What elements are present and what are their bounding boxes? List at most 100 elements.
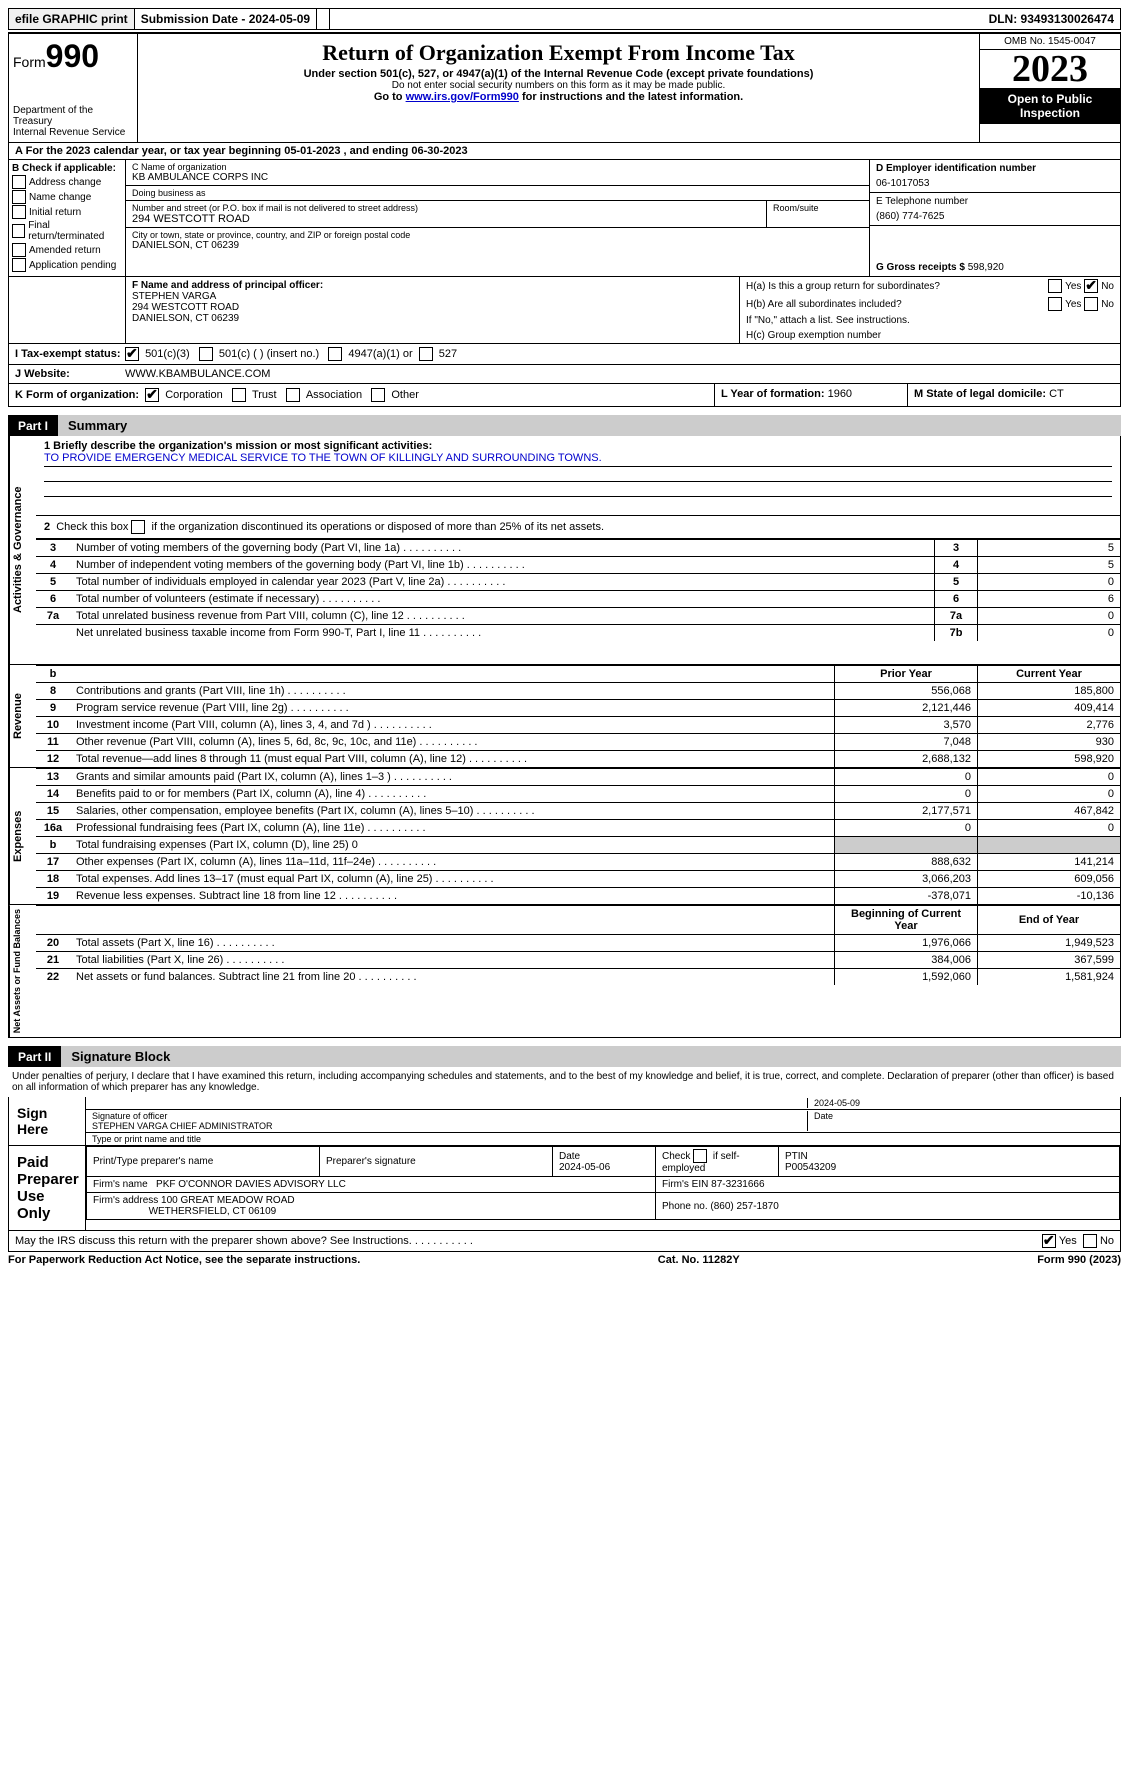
final-return-checkbox[interactable] xyxy=(12,224,25,238)
website-label: J Website: xyxy=(15,368,125,380)
netassets-section: Net Assets or Fund Balances Beginning of… xyxy=(8,905,1121,1038)
501c3-checkbox[interactable] xyxy=(125,347,139,361)
ein-value: 06-1017053 xyxy=(876,178,1114,189)
gross-label: G Gross receipts $ xyxy=(876,262,965,273)
initial-return-checkbox[interactable] xyxy=(12,205,26,219)
form-title: Return of Organization Exempt From Incom… xyxy=(142,40,975,66)
corp-checkbox[interactable] xyxy=(145,388,159,402)
netassets-sidebar: Net Assets or Fund Balances xyxy=(9,905,36,1037)
4947-checkbox[interactable] xyxy=(328,347,342,361)
application-pending-label: Application pending xyxy=(29,260,116,271)
hb-note: If "No," attach a list. See instructions… xyxy=(740,313,1120,328)
501c3-label: 501(c)(3) xyxy=(145,348,190,360)
footer-form-num: 990 xyxy=(1068,1254,1086,1266)
firm-name: PKF O'CONNOR DAVIES ADVISORY LLC xyxy=(156,1179,346,1190)
officer-group-block: F Name and address of principal officer:… xyxy=(8,277,1121,344)
inspection-label: Open to Public Inspection xyxy=(980,88,1120,124)
yes-label: Yes xyxy=(1065,281,1081,292)
self-employed-label: Check if self-employed xyxy=(662,1151,740,1174)
discuss-no-checkbox[interactable] xyxy=(1083,1234,1097,1248)
firm-phone: (860) 257-1870 xyxy=(710,1201,778,1212)
amended-return-checkbox[interactable] xyxy=(12,243,26,257)
entity-block: B Check if applicable: Address change Na… xyxy=(8,160,1121,277)
trust-label: Trust xyxy=(252,389,277,401)
expenses-sidebar: Expenses xyxy=(9,768,36,904)
governance-section: Activities & Governance 1 Briefly descri… xyxy=(8,436,1121,665)
hb-no-checkbox[interactable] xyxy=(1084,297,1098,311)
footer-form-suffix: (2023) xyxy=(1086,1254,1121,1266)
expenses-table: 13Grants and similar amounts paid (Part … xyxy=(36,768,1120,904)
discuss-text: May the IRS discuss this return with the… xyxy=(15,1235,1042,1247)
line-2: 2 Check this box if the organization dis… xyxy=(36,516,1120,539)
hb-label: H(b) Are all subordinates included? xyxy=(746,299,1048,310)
corp-label: Corporation xyxy=(165,389,222,401)
527-label: 527 xyxy=(439,348,457,360)
cat-no: Cat. No. 11282Y xyxy=(658,1254,740,1266)
tax-exempt-label: I Tax-exempt status: xyxy=(15,348,125,360)
assoc-label: Association xyxy=(306,389,362,401)
top-bar: efile GRAPHIC print Submission Date - 20… xyxy=(8,8,1121,30)
501c-label: 501(c) ( ) (insert no.) xyxy=(219,348,319,360)
firm-addr-label: Firm's address xyxy=(93,1195,158,1206)
assoc-checkbox[interactable] xyxy=(286,388,300,402)
self-employed-checkbox[interactable] xyxy=(693,1149,707,1163)
hb-yes-checkbox[interactable] xyxy=(1048,297,1062,311)
application-pending-checkbox[interactable] xyxy=(12,258,26,272)
date-label: Date xyxy=(807,1111,1114,1131)
officer-city: DANIELSON, CT 06239 xyxy=(132,313,733,324)
hc-label: H(c) Group exemption number xyxy=(740,328,1120,343)
4947-label: 4947(a)(1) or xyxy=(348,348,412,360)
firm-addr2: WETHERSFIELD, CT 06109 xyxy=(149,1206,277,1217)
mission-label: 1 Briefly describe the organization's mi… xyxy=(44,440,1112,452)
address-change-label: Address change xyxy=(29,177,101,188)
street-label: Number and street (or P.O. box if mail i… xyxy=(132,203,760,213)
website-row: J Website: WWW.KBAMBULANCE.COM xyxy=(8,365,1121,384)
other-checkbox[interactable] xyxy=(371,388,385,402)
officer-name: STEPHEN VARGA xyxy=(132,291,733,302)
firm-phone-label: Phone no. xyxy=(662,1201,708,1212)
org-name: KB AMBULANCE CORPS INC xyxy=(132,172,863,183)
tax-year-range: For the 2023 calendar year, or tax year … xyxy=(26,145,468,157)
form-header: Form990 Department of the Treasury Inter… xyxy=(8,32,1121,143)
block-h: H(a) Is this a group return for subordin… xyxy=(740,277,1120,343)
submission-date: Submission Date - 2024-05-09 xyxy=(135,9,317,29)
trust-checkbox[interactable] xyxy=(232,388,246,402)
prep-date: 2024-05-06 xyxy=(559,1162,610,1173)
firm-name-label: Firm's name xyxy=(93,1179,148,1190)
officer-street: 294 WESTCOTT ROAD xyxy=(132,302,733,313)
no-label: No xyxy=(1101,281,1114,292)
irs-link[interactable]: www.irs.gov/Form990 xyxy=(406,91,519,103)
preparer-table: Print/Type preparer's name Preparer's si… xyxy=(86,1146,1120,1220)
ssn-warning: Do not enter social security numbers on … xyxy=(142,80,975,91)
discuss-yes-checkbox[interactable] xyxy=(1042,1234,1056,1248)
org-form-row: K Form of organization: Corporation Trus… xyxy=(8,384,1121,407)
ha-yes-checkbox[interactable] xyxy=(1048,279,1062,293)
yes-label: Yes xyxy=(1059,1235,1077,1247)
form-number: 990 xyxy=(46,38,99,74)
block-b: B Check if applicable: Address change Na… xyxy=(9,160,126,276)
name-change-checkbox[interactable] xyxy=(12,190,26,204)
sign-date: 2024-05-09 xyxy=(807,1098,1114,1108)
mission-text: TO PROVIDE EMERGENCY MEDICAL SERVICE TO … xyxy=(44,452,1112,467)
501c-checkbox[interactable] xyxy=(199,347,213,361)
efile-label: efile GRAPHIC print xyxy=(9,9,135,29)
ha-label: H(a) Is this a group return for subordin… xyxy=(746,281,1048,292)
website-value: WWW.KBAMBULANCE.COM xyxy=(125,368,270,380)
governance-table: 3Number of voting members of the governi… xyxy=(36,539,1120,641)
ha-no-checkbox[interactable] xyxy=(1084,279,1098,293)
sign-here-label: Sign Here xyxy=(9,1097,86,1145)
firm-ein-label: Firm's EIN xyxy=(662,1179,708,1190)
address-change-checkbox[interactable] xyxy=(12,175,26,189)
line-a: A For the 2023 calendar year, or tax yea… xyxy=(8,143,1121,160)
part1-title: Summary xyxy=(58,415,1121,436)
part2-title: Signature Block xyxy=(61,1046,1121,1067)
yes-label: Yes xyxy=(1065,299,1081,310)
signature-declaration: Under penalties of perjury, I declare th… xyxy=(8,1067,1121,1097)
revenue-section: Revenue bPrior YearCurrent Year8Contribu… xyxy=(8,665,1121,768)
tax-exempt-row: I Tax-exempt status: 501(c)(3) 501(c) ( … xyxy=(8,344,1121,365)
governance-sidebar: Activities & Governance xyxy=(9,436,36,664)
preparer-name-label: Print/Type preparer's name xyxy=(93,1156,213,1167)
domicile: CT xyxy=(1049,388,1064,400)
527-checkbox[interactable] xyxy=(419,347,433,361)
discontinued-checkbox[interactable] xyxy=(131,520,145,534)
